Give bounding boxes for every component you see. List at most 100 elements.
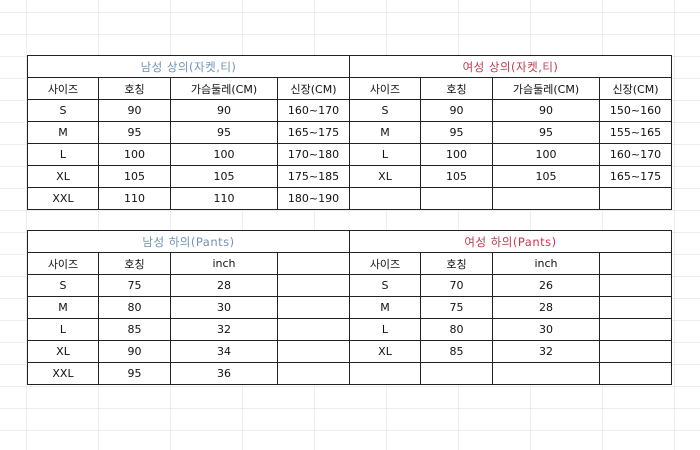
table-title: 남성 상의(자켓,티) (27, 55, 350, 78)
table-cell: M (349, 121, 421, 144)
table-cell: 90 (98, 99, 171, 122)
table-cell: 95 (98, 362, 171, 385)
table-cell: 30 (492, 318, 600, 341)
column-header: 신장(CM) (277, 77, 350, 100)
column-header: inch (492, 252, 600, 275)
table-cell: L (27, 143, 99, 166)
table-row: XXL 110 110 180~190 (27, 187, 350, 210)
table-cell (599, 274, 672, 297)
table-cell: 180~190 (277, 187, 350, 210)
table-cell (277, 340, 350, 363)
table-title: 여성 상의(자켓,티) (349, 55, 672, 78)
table-cell: 160~170 (599, 143, 672, 166)
table-cell (492, 187, 600, 210)
table-cell: 110 (170, 187, 278, 210)
table-cell: S (349, 274, 421, 297)
table-cell: 105 (492, 165, 600, 188)
column-header: 신장(CM) (599, 77, 672, 100)
table-cell (349, 362, 421, 385)
table-cell: 90 (420, 99, 493, 122)
table-title: 남성 하의(Pants) (27, 230, 350, 253)
table-cell (277, 274, 350, 297)
table-cell: XXL (27, 187, 99, 210)
table-cell: M (27, 296, 99, 319)
men-size-table-pants: 남성 하의(Pants) 사이즈 호칭 inch S 75 28 M 80 30 L 85 32 XL 90… (27, 230, 350, 385)
table-row (349, 187, 672, 210)
table-cell: 170~180 (277, 143, 350, 166)
table-row: M 95 95 155~165 (349, 121, 672, 144)
column-header: 호칭 (420, 77, 493, 100)
table-cell: L (27, 318, 99, 341)
table-row: L 100 100 160~170 (349, 143, 672, 166)
table-cell: 70 (420, 274, 493, 297)
table-row: S 90 90 160~170 (27, 99, 350, 122)
table-cell: 105 (420, 165, 493, 188)
table-cell: S (27, 99, 99, 122)
column-header: 사이즈 (349, 252, 421, 275)
table-cell (420, 187, 493, 210)
table-cell: 28 (492, 296, 600, 319)
table-cell (599, 362, 672, 385)
column-header: 호칭 (420, 252, 493, 275)
table-cell: 26 (492, 274, 600, 297)
table-cell: XL (349, 165, 421, 188)
women-size-table-tops: 여성 상의(자켓,티) 사이즈 호칭 가슴둘레(CM) 신장(CM) S 90 90 150~1… (349, 55, 672, 210)
column-header (277, 252, 350, 275)
table-cell: 150~160 (599, 99, 672, 122)
column-header: 가슴둘레(CM) (492, 77, 600, 100)
table-row: XL 105 105 175~185 (27, 165, 350, 188)
table-row: S 90 90 150~160 (349, 99, 672, 122)
table-cell: 90 (170, 99, 278, 122)
table-cell: 28 (170, 274, 278, 297)
table-cell: L (349, 318, 421, 341)
table-cell (277, 318, 350, 341)
table-cell: 36 (170, 362, 278, 385)
table-cell: 90 (492, 99, 600, 122)
table-cell: 100 (170, 143, 278, 166)
table-row (349, 362, 672, 385)
table-cell: 30 (170, 296, 278, 319)
table-cell: 75 (98, 274, 171, 297)
table-cell: 95 (420, 121, 493, 144)
column-header: 가슴둘레(CM) (170, 77, 278, 100)
men-size-table-tops: 남성 상의(자켓,티) 사이즈 호칭 가슴둘레(CM) 신장(CM) S 90 90 160~1… (27, 55, 350, 210)
table-cell: S (27, 274, 99, 297)
table-cell: 95 (170, 121, 278, 144)
table-cell: 32 (492, 340, 600, 363)
header-row: 사이즈 호칭 가슴둘레(CM) 신장(CM) (349, 77, 672, 100)
table-cell: 155~165 (599, 121, 672, 144)
column-header: 호칭 (98, 77, 171, 100)
table-cell: 100 (420, 143, 493, 166)
table-cell: 34 (170, 340, 278, 363)
table-row: XL 105 105 165~175 (349, 165, 672, 188)
header-row: 사이즈 호칭 가슴둘레(CM) 신장(CM) (27, 77, 350, 100)
table-cell: 175~185 (277, 165, 350, 188)
table-cell: XL (27, 165, 99, 188)
table-row: L 100 100 170~180 (27, 143, 350, 166)
table-row: S 70 26 (349, 274, 672, 297)
table-cell (492, 362, 600, 385)
table-row: M 75 28 (349, 296, 672, 319)
table-row: M 95 95 165~175 (27, 121, 350, 144)
column-header (599, 252, 672, 275)
table-cell: M (27, 121, 99, 144)
table-cell: 100 (98, 143, 171, 166)
table-row: M 80 30 (27, 296, 350, 319)
table-row: S 75 28 (27, 274, 350, 297)
table-cell: 95 (492, 121, 600, 144)
table-cell: XL (349, 340, 421, 363)
table-row: L 85 32 (27, 318, 350, 341)
table-cell (277, 296, 350, 319)
table-cell (599, 318, 672, 341)
table-cell: 80 (420, 318, 493, 341)
table-cell (599, 340, 672, 363)
table-cell: M (349, 296, 421, 319)
column-header: 사이즈 (27, 252, 99, 275)
table-cell: 85 (420, 340, 493, 363)
table-title: 여성 하의(Pants) (349, 230, 672, 253)
table-row: L 80 30 (349, 318, 672, 341)
table-cell: 110 (98, 187, 171, 210)
table-cell (420, 362, 493, 385)
column-header: 사이즈 (27, 77, 99, 100)
table-cell: XL (27, 340, 99, 363)
